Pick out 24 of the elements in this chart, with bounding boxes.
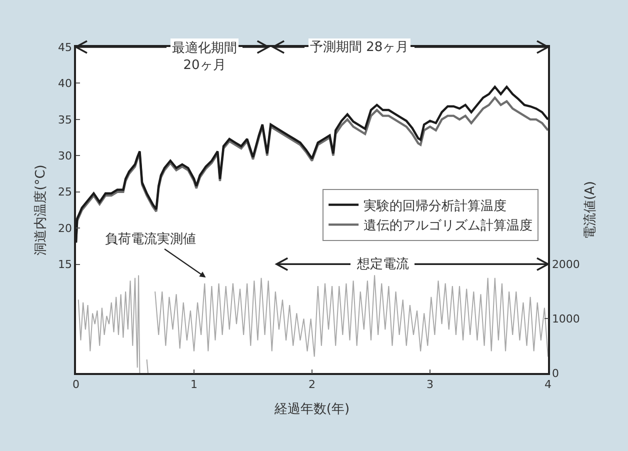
legend-label: 実験的回帰分析計算温度 <box>364 198 507 214</box>
y2-tick-label: 0 <box>552 366 559 380</box>
legend-label: 遺伝的アルゴリズム計算温度 <box>364 218 533 234</box>
y-tick-label: 25 <box>58 186 72 199</box>
annotation: 予測期間 28ヶ月 <box>310 40 409 55</box>
x-tick-label: 1 <box>190 378 198 391</box>
y-tick-label: 20 <box>58 222 72 235</box>
annotation: 最適化期間 20ヶ月 <box>172 40 237 73</box>
y-tick-label: 15 <box>58 258 72 272</box>
x-tick-label: 2 <box>308 378 316 391</box>
y-tick-label: 45 <box>58 40 72 54</box>
y2-tick-label: 1000 <box>552 312 580 326</box>
annotation: 想定電流 <box>356 256 409 272</box>
y-tick-label: 35 <box>58 113 72 126</box>
x-tick-label: 3 <box>426 378 434 391</box>
y-axis-title: 洞道内温度(°C) <box>32 164 48 256</box>
x-tick-label: 0 <box>72 378 80 391</box>
y-tick-label: 30 <box>58 150 72 163</box>
annotation: 負荷電流実測値 <box>105 231 196 247</box>
y2-axis-title: 電流値(A) <box>582 180 598 240</box>
y-tick-label: 40 <box>58 77 72 90</box>
x-axis-title: 経過年数(年) <box>273 402 350 418</box>
x-tick-label: 4 <box>544 378 552 391</box>
y2-tick-label: 2000 <box>552 258 580 272</box>
